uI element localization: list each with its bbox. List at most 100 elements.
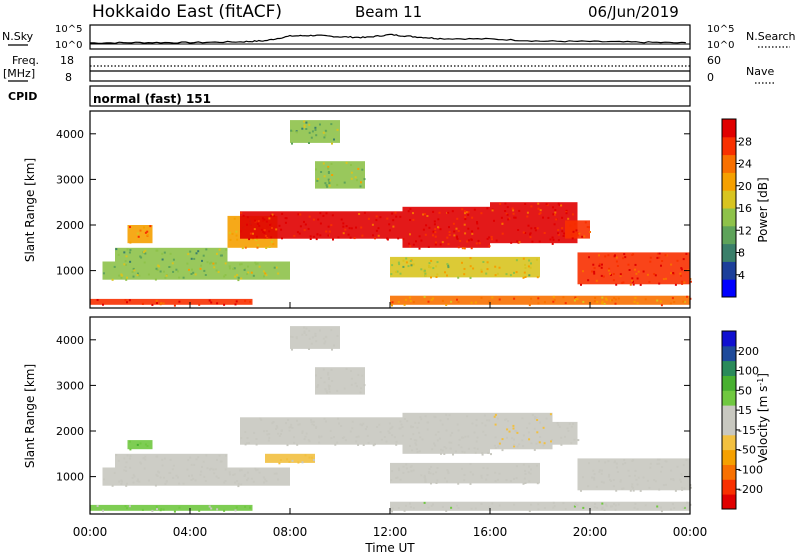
data-speck — [636, 277, 639, 280]
data-speck — [522, 482, 525, 485]
data-speck — [265, 220, 268, 223]
data-speck — [405, 463, 408, 466]
data-speck — [289, 425, 292, 428]
data-speck — [409, 506, 412, 509]
data-speck — [391, 301, 394, 304]
data-speck — [491, 209, 494, 212]
data-speck — [363, 384, 366, 387]
data-speck — [118, 274, 121, 277]
freq-tick-8: 8 — [65, 71, 72, 84]
data-speck — [434, 416, 437, 419]
data-speck — [530, 442, 533, 445]
data-speck — [314, 129, 317, 131]
data-band-12 — [290, 120, 340, 143]
data-speck — [565, 211, 568, 214]
data-speck — [303, 229, 306, 232]
data-speck — [362, 422, 365, 425]
data-speck — [388, 223, 391, 226]
data-speck — [210, 301, 213, 304]
data-speck — [357, 443, 360, 446]
data-speck — [350, 383, 353, 386]
data-speck — [464, 232, 467, 235]
data-speck — [172, 464, 175, 467]
data-speck — [151, 509, 154, 512]
colorbar-segment — [722, 494, 736, 510]
data-speck — [445, 303, 448, 306]
data-speck — [327, 225, 330, 228]
data-speck — [660, 470, 662, 473]
data-speck — [142, 251, 145, 254]
data-band-1 — [102, 467, 290, 486]
data-speck — [462, 436, 465, 439]
data-speck — [470, 301, 473, 304]
data-speck — [324, 420, 327, 423]
data-speck — [529, 232, 532, 235]
data-speck — [524, 232, 527, 234]
data-speck — [601, 502, 604, 505]
data-speck — [464, 435, 467, 438]
data-speck — [303, 126, 306, 128]
data-speck — [303, 124, 306, 127]
data-speck — [671, 503, 674, 506]
data-speck — [177, 270, 179, 273]
data-speck — [491, 502, 494, 505]
data-speck — [511, 207, 514, 210]
data-speck — [355, 440, 358, 443]
data-speck — [144, 443, 147, 446]
data-speck — [568, 422, 571, 425]
data-speck — [262, 270, 265, 273]
data-speck — [473, 447, 476, 450]
colorbar-tick-label: 8 — [738, 247, 745, 260]
data-speck — [120, 482, 123, 485]
data-speck — [377, 227, 380, 230]
noise-frame — [89, 24, 691, 50]
data-speck — [252, 274, 255, 277]
data-speck — [199, 267, 202, 270]
data-speck — [155, 455, 158, 458]
data-speck — [484, 424, 487, 427]
data-speck — [501, 222, 504, 225]
data-speck — [454, 450, 457, 453]
data-speck — [386, 237, 389, 240]
data-speck — [398, 469, 401, 472]
data-speck — [603, 508, 606, 511]
data-speck — [173, 304, 176, 307]
data-speck — [672, 479, 675, 482]
data-speck — [447, 472, 450, 475]
data-speck — [467, 435, 470, 438]
data-speck — [276, 426, 279, 429]
data-speck — [396, 270, 399, 273]
data-speck — [665, 483, 667, 486]
data-speck — [474, 451, 477, 454]
data-speck — [156, 269, 159, 271]
data-speck — [634, 263, 637, 266]
data-speck — [424, 480, 427, 483]
data-speck — [533, 415, 536, 418]
data-speck — [297, 423, 300, 426]
colorbar-segment — [722, 345, 736, 362]
data-speck — [433, 223, 436, 226]
data-speck — [143, 226, 145, 229]
data-speck — [324, 129, 327, 132]
data-speck — [236, 238, 239, 241]
data-speck — [654, 274, 657, 277]
data-speck — [418, 235, 421, 238]
data-speck — [498, 266, 501, 269]
data-speck — [144, 458, 147, 461]
data-speck — [632, 486, 634, 489]
data-speck — [436, 439, 439, 442]
data-speck — [402, 465, 405, 468]
data-speck — [195, 458, 198, 461]
data-speck — [232, 474, 235, 476]
data-speck — [441, 241, 444, 244]
data-speck — [363, 211, 366, 214]
data-speck — [467, 447, 470, 450]
data-speck — [372, 234, 374, 237]
data-speck — [327, 178, 330, 181]
data-speck — [303, 332, 306, 334]
colorbar-tick-label: -200 — [738, 483, 763, 496]
data-speck — [506, 436, 508, 439]
data-speck — [400, 423, 403, 426]
data-speck — [434, 433, 437, 436]
